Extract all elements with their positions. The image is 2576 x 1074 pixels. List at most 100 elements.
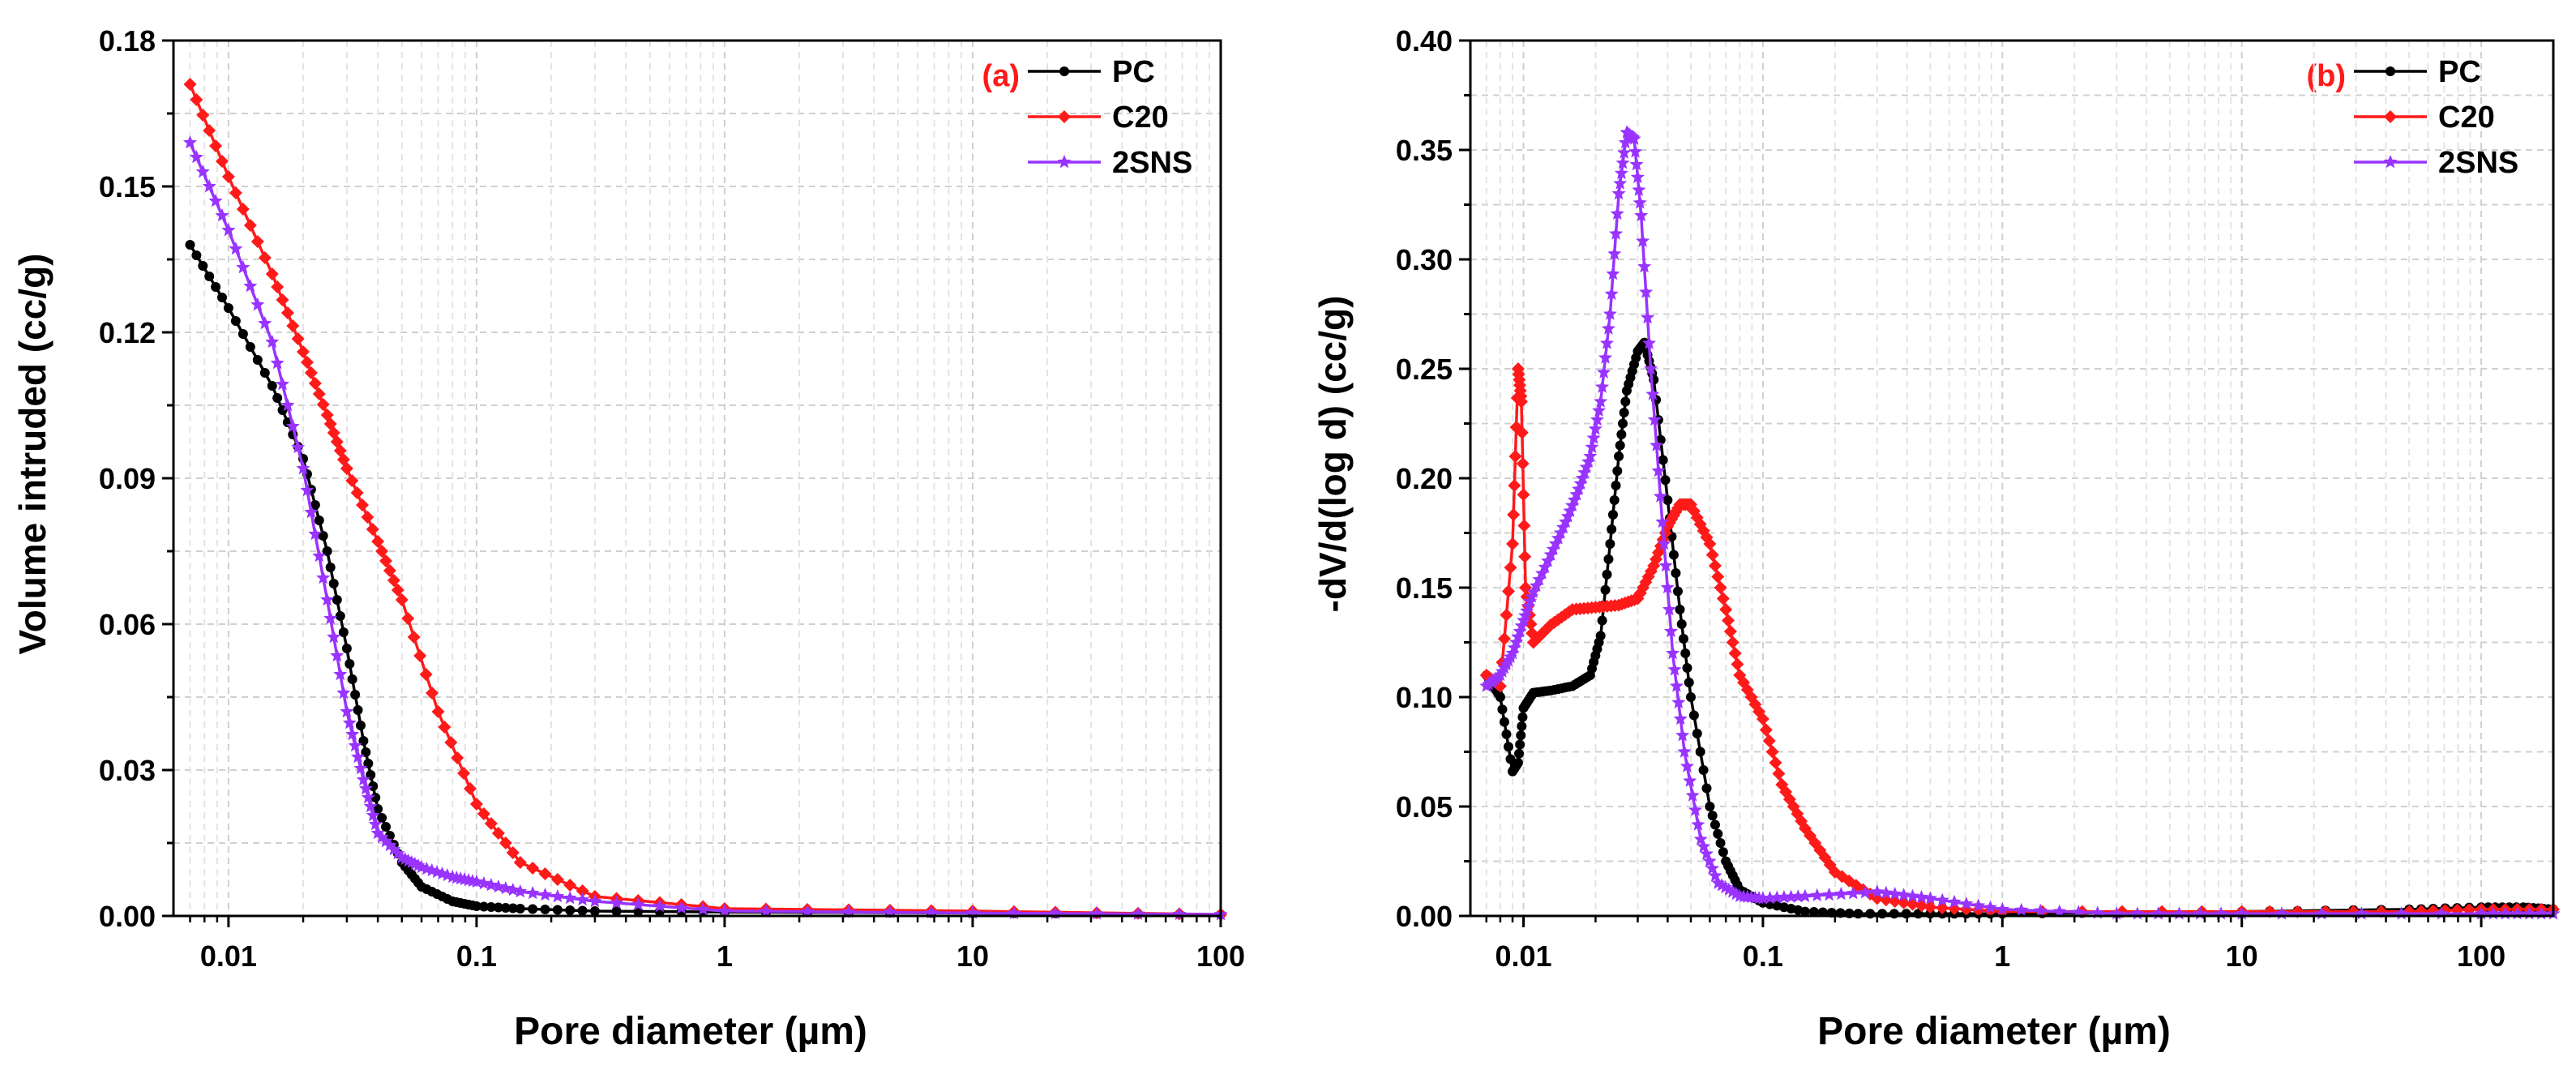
- data-point-C20: [1723, 625, 1737, 638]
- data-point-2SNS: [1595, 379, 1610, 393]
- data-point-2SNS: [1655, 515, 1670, 528]
- grid: [1470, 41, 2553, 916]
- data-point-2SNS: [653, 899, 667, 913]
- data-point-2SNS: [1777, 890, 1791, 904]
- data-point-2SNS: [1614, 165, 1628, 180]
- data-point-2SNS: [221, 223, 236, 237]
- data-point-C20: [276, 293, 289, 306]
- data-point-2SNS: [1651, 464, 1666, 477]
- y-tick-label: 0.15: [1396, 571, 1453, 605]
- data-point-C20: [350, 486, 364, 499]
- data-point-2SNS: [1870, 884, 1885, 898]
- data-point-PC: [1718, 847, 1728, 858]
- data-point-C20: [1508, 479, 1521, 492]
- data-point-PC: [1688, 710, 1699, 721]
- data-point-2SNS: [1607, 246, 1622, 260]
- series-C20: [183, 78, 1227, 922]
- data-point-C20: [236, 203, 250, 216]
- data-point-C20: [308, 377, 322, 390]
- data-point-2SNS: [1630, 169, 1645, 183]
- data-point-2SNS: [258, 316, 272, 330]
- data-point-PC: [1619, 408, 1629, 417]
- data-point-2SNS: [1606, 267, 1620, 280]
- data-point-PC: [1698, 765, 1709, 775]
- data-point-2SNS: [2274, 906, 2289, 920]
- data-point-C20: [1508, 450, 1522, 463]
- data-point-2SNS: [1559, 515, 1573, 528]
- data-point-PC: [259, 368, 270, 378]
- data-point-C20: [1506, 537, 1520, 550]
- data-point-PC: [1602, 569, 1612, 580]
- data-point-C20: [361, 511, 374, 524]
- data-point-2SNS: [1511, 629, 1525, 643]
- data-point-PC: [230, 316, 241, 326]
- y-tick-label: 0.40: [1396, 24, 1453, 58]
- data-point-PC: [1607, 510, 1618, 520]
- data-point-2SNS: [1683, 773, 1697, 787]
- data-point-PC: [611, 906, 622, 917]
- data-point-C20: [304, 366, 318, 379]
- data-point-PC: [1799, 906, 1810, 917]
- data-point-PC: [381, 822, 392, 832]
- data-point-2SNS: [202, 179, 216, 193]
- data-point-C20: [457, 767, 471, 780]
- data-point-2SNS: [631, 897, 645, 911]
- data-point-C20: [383, 564, 396, 577]
- data-point-2SNS: [1514, 618, 1529, 632]
- data-point-PC: [252, 355, 263, 365]
- data-point-2SNS: [312, 549, 327, 563]
- panel-b-x-axis-label: Pore diameter (µm): [1817, 1010, 2171, 1053]
- data-point-C20: [1504, 561, 1517, 575]
- data-point-PC: [185, 240, 195, 250]
- data-point-C20: [1500, 608, 1513, 622]
- data-point-2SNS: [1888, 887, 1902, 901]
- data-point-PC: [1707, 811, 1718, 821]
- data-point-C20: [312, 387, 326, 400]
- data-point-2SNS: [1131, 906, 1145, 920]
- data-point-PC: [528, 904, 538, 914]
- data-point-C20: [1765, 745, 1779, 759]
- data-point-C20: [1705, 548, 1719, 562]
- data-point-C20: [1714, 581, 1727, 594]
- data-point-C20: [371, 535, 385, 548]
- data-point-2SNS: [2014, 902, 2029, 917]
- data-point-2SNS: [1685, 788, 1700, 802]
- legend-label-PC: PC: [1112, 55, 1155, 89]
- data-point-2SNS: [361, 790, 375, 804]
- data-point-C20: [1501, 584, 1515, 598]
- data-point-PC: [198, 261, 208, 271]
- data-point-C20: [379, 554, 393, 567]
- data-point-2SNS: [1639, 285, 1654, 298]
- data-point-PC: [1662, 495, 1673, 505]
- data-point-2SNS: [1586, 430, 1601, 444]
- series-C20: [1479, 362, 2560, 918]
- data-point-C20: [366, 523, 379, 536]
- data-point-C20: [419, 668, 433, 681]
- data-point-2SNS: [1628, 144, 1643, 158]
- legend-marker-2SNS: [2383, 155, 2398, 169]
- data-point-2SNS: [348, 738, 362, 752]
- data-point-PC: [1701, 783, 1712, 794]
- y-tick-label: 0.00: [99, 900, 156, 933]
- data-point-2SNS: [379, 834, 393, 848]
- data-point-C20: [183, 78, 197, 91]
- x-tick-label: 1: [1994, 939, 2010, 973]
- data-point-2SNS: [1697, 839, 1711, 853]
- data-point-2SNS: [1663, 624, 1679, 638]
- data-point-PC: [314, 516, 324, 525]
- data-point-2SNS: [1653, 489, 1667, 503]
- data-point-PC: [565, 905, 576, 915]
- data-point-2SNS: [1947, 894, 1962, 909]
- panel-b-text: -dV/d(log d) (cc/g) Pore diameter (µm) (…: [1312, 59, 2346, 1053]
- data-point-2SNS: [1858, 885, 1872, 899]
- data-point-2SNS: [1551, 531, 1565, 545]
- data-point-PC: [552, 905, 563, 915]
- data-point-2SNS: [229, 242, 243, 255]
- data-point-PC: [1808, 907, 1819, 918]
- data-point-C20: [291, 332, 305, 345]
- data-point-2SNS: [1541, 554, 1555, 567]
- data-point-PC: [211, 282, 221, 292]
- data-point-C20: [280, 306, 294, 319]
- data-point-PC: [223, 303, 233, 313]
- data-point-2SNS: [1725, 884, 1739, 898]
